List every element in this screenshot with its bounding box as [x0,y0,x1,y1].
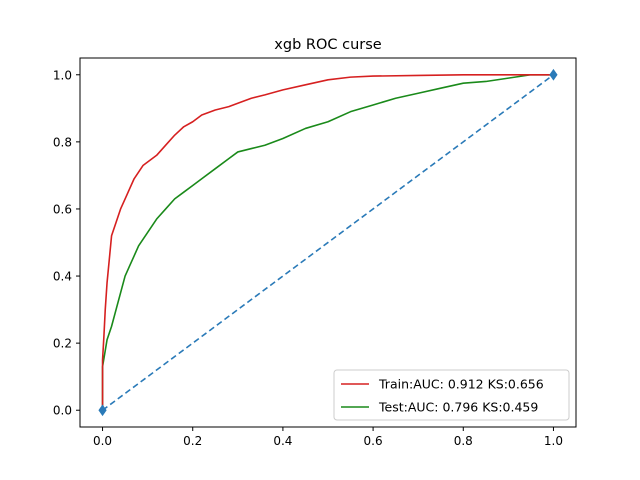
y-tick-label: 0.4 [53,270,72,284]
y-tick-label: 0.8 [53,135,72,149]
y-tick-label: 0.0 [53,404,72,418]
test-roc-line [101,73,554,411]
y-tick-label: 0.2 [53,337,72,351]
x-tick-label: 0.0 [93,434,112,448]
y-tick-label: 1.0 [53,68,72,82]
legend-box [333,369,570,421]
x-tick-label: 0.6 [364,434,383,448]
x-tick-label: 0.4 [273,434,292,448]
x-axis-ticks: 0.0 0.2 0.4 0.6 0.8 1.0 [93,427,563,448]
diamond-marker [549,68,558,81]
axes-frame [79,57,577,428]
x-tick-label: 0.2 [183,434,202,448]
x-tick-label: 1.0 [544,434,563,448]
legend: Train:AUC: 0.912 KS:0.656 Test:AUC: 0.79… [333,369,570,421]
y-tick-label: 0.6 [53,202,72,216]
x-tick-label: 0.8 [454,434,473,448]
legend-label-test: Test:AUC: 0.796 KS:0.459 [378,400,538,415]
random-baseline-line [102,74,554,411]
chart-title: xgb ROC curse [274,37,381,53]
legend-label-train: Train:AUC: 0.912 KS:0.656 [378,377,544,392]
train-roc-line [101,73,554,411]
y-axis-ticks: 0.0 0.2 0.4 0.6 0.8 1.0 [53,68,80,418]
diamond-marker [98,404,107,417]
plot-lines [101,73,554,411]
endpoint-markers [98,68,558,417]
